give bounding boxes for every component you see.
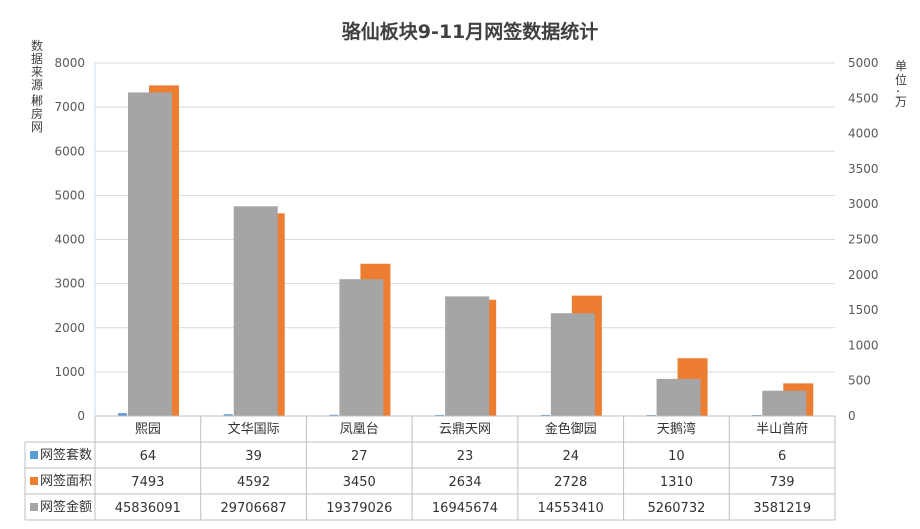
- table-cell: 10: [668, 449, 685, 464]
- category-label: 天鹅湾: [657, 421, 696, 437]
- right-tick-label: 3500: [848, 162, 879, 176]
- left-tick-label: 2000: [54, 321, 85, 335]
- bar-amount: [762, 390, 807, 416]
- bar-count: [435, 414, 445, 416]
- unit-label-char: 万: [895, 95, 907, 109]
- table-cell: 3581219: [753, 501, 811, 516]
- table-cell: 6: [778, 449, 786, 464]
- table-cell: 2634: [448, 475, 481, 490]
- left-tick-label: 6000: [54, 144, 85, 158]
- bar-amount: [128, 92, 172, 417]
- source-label-char: 据: [31, 52, 43, 66]
- category-label: 文华国际: [228, 422, 280, 437]
- source-label-char: 来: [31, 65, 43, 79]
- table-cell: 2728: [554, 475, 587, 490]
- bar-count: [329, 414, 339, 416]
- table-cell: 3450: [343, 475, 376, 490]
- table-cell: 5260732: [647, 501, 705, 516]
- table-cell: 19379026: [326, 501, 392, 516]
- right-tick-label: 4500: [848, 91, 879, 105]
- left-axis-ticks: 0 1000 2000 3000 4000 5000 6000 7000 8000: [54, 56, 85, 423]
- left-tick-label: 3000: [54, 277, 85, 291]
- source-label-char: 房: [31, 106, 43, 121]
- right-tick-label: 1500: [848, 303, 879, 317]
- legend-label: 网签套数: [40, 447, 92, 463]
- category-label: 云鼎天网: [439, 422, 491, 437]
- legend-label: 网签面积: [40, 473, 92, 489]
- bar-amount: [233, 206, 278, 416]
- source-label-char: 郴: [31, 94, 43, 108]
- bar-count: [223, 414, 233, 416]
- left-tick-label: 0: [77, 409, 85, 423]
- table-cell: 14553410: [538, 501, 604, 516]
- bar-count: [540, 414, 550, 416]
- legend-swatch: [30, 477, 38, 485]
- table-cell: 16945674: [432, 501, 498, 516]
- right-tick-label: 2500: [848, 233, 879, 247]
- right-tick-label: 0: [848, 409, 856, 423]
- category-label: 半山首府: [756, 422, 808, 437]
- table-cell: 24: [562, 449, 579, 464]
- category-label: 凤凰台: [340, 422, 379, 437]
- left-tick-label: 7000: [54, 100, 85, 114]
- right-axis-ticks: 0 500 1000 1500 2000 2500 3000 3500 4000 4500 5000: [848, 56, 879, 423]
- table-cell: 27: [351, 449, 368, 464]
- bars: [118, 85, 814, 417]
- category-label: 金色御园: [545, 421, 597, 437]
- table-cell: 23: [457, 449, 474, 464]
- left-tick-label: 4000: [54, 233, 85, 247]
- category-label: 熙园: [135, 422, 161, 437]
- table-cell: 39: [245, 449, 262, 464]
- table-cell: 29706687: [220, 501, 286, 516]
- source-label-char: 网: [31, 120, 43, 134]
- table-cell: 1310: [660, 475, 693, 490]
- right-tick-label: 5000: [848, 56, 879, 70]
- source-label-char: 数: [31, 38, 43, 53]
- source-label-char: ：: [31, 91, 43, 105]
- bar-amount: [339, 279, 384, 416]
- bar-amount: [550, 313, 595, 416]
- chart-title: 骆仙板块9-11月网签数据统计: [342, 20, 599, 43]
- unit-label-char: 位: [895, 72, 907, 87]
- bar-amount: [445, 296, 490, 416]
- bar-count: [118, 413, 127, 416]
- legend-swatch: [30, 503, 38, 511]
- unit-label-char: 单: [895, 59, 907, 73]
- legend-label: 网签金额: [40, 499, 92, 515]
- left-tick-label: 8000: [54, 56, 85, 70]
- right-tick-label: 1000: [848, 338, 879, 352]
- right-tick-label: 3000: [848, 197, 879, 211]
- table-cell: 739: [770, 475, 795, 490]
- source-label-char: 源: [31, 78, 43, 92]
- right-tick-label: 4000: [848, 127, 879, 141]
- bar-amount: [656, 378, 701, 416]
- table-cell: 64: [140, 449, 157, 464]
- right-tick-label: 2000: [848, 268, 879, 282]
- left-tick-label: 1000: [54, 365, 85, 379]
- left-tick-label: 5000: [54, 188, 85, 202]
- table-cell: 45836091: [115, 501, 181, 516]
- table-cell: 7493: [131, 475, 164, 490]
- unit-label-char: ：: [895, 87, 907, 101]
- right-tick-label: 500: [848, 374, 871, 388]
- table-cell: 4592: [237, 475, 270, 490]
- legend-swatch: [30, 451, 38, 459]
